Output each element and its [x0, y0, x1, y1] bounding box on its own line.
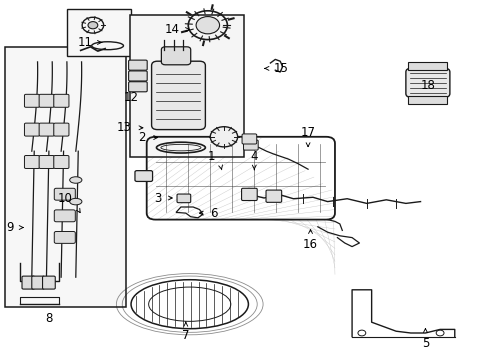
- Text: 17: 17: [300, 126, 315, 139]
- Text: 4: 4: [250, 150, 258, 163]
- FancyBboxPatch shape: [54, 188, 75, 200]
- Text: 11: 11: [78, 36, 93, 49]
- FancyBboxPatch shape: [405, 68, 449, 97]
- Bar: [5, 47, 126, 307]
- FancyBboxPatch shape: [243, 140, 258, 150]
- FancyBboxPatch shape: [265, 190, 281, 202]
- Circle shape: [196, 17, 219, 34]
- FancyBboxPatch shape: [54, 231, 75, 243]
- Ellipse shape: [69, 177, 81, 183]
- Text: 18: 18: [420, 79, 434, 92]
- FancyBboxPatch shape: [22, 276, 35, 289]
- Text: 12: 12: [123, 91, 138, 104]
- Text: 1: 1: [207, 150, 215, 163]
- Ellipse shape: [69, 198, 81, 205]
- Bar: [67, 9, 131, 56]
- Text: 13: 13: [117, 121, 132, 134]
- FancyBboxPatch shape: [241, 188, 257, 201]
- Text: 14: 14: [164, 23, 180, 36]
- FancyBboxPatch shape: [128, 60, 147, 70]
- FancyBboxPatch shape: [54, 156, 69, 168]
- Text: 5: 5: [421, 337, 428, 350]
- FancyBboxPatch shape: [54, 94, 69, 107]
- FancyBboxPatch shape: [24, 123, 40, 136]
- FancyBboxPatch shape: [24, 156, 40, 168]
- FancyBboxPatch shape: [242, 134, 256, 144]
- Circle shape: [88, 22, 98, 29]
- FancyBboxPatch shape: [177, 194, 190, 203]
- Text: 10: 10: [58, 192, 72, 205]
- Circle shape: [210, 127, 237, 147]
- FancyBboxPatch shape: [42, 276, 55, 289]
- FancyBboxPatch shape: [39, 156, 54, 168]
- FancyBboxPatch shape: [39, 123, 54, 136]
- Text: 2: 2: [138, 131, 145, 144]
- FancyBboxPatch shape: [54, 123, 69, 136]
- Text: 16: 16: [303, 238, 317, 251]
- Text: 7: 7: [182, 329, 189, 342]
- FancyBboxPatch shape: [151, 61, 205, 130]
- FancyBboxPatch shape: [128, 82, 147, 92]
- FancyBboxPatch shape: [128, 71, 147, 81]
- Bar: [407, 96, 447, 104]
- FancyBboxPatch shape: [135, 171, 152, 181]
- Text: 6: 6: [210, 207, 217, 220]
- Text: 3: 3: [154, 192, 161, 204]
- Text: 9: 9: [6, 221, 14, 234]
- FancyBboxPatch shape: [32, 276, 44, 289]
- Bar: [129, 15, 244, 157]
- FancyBboxPatch shape: [54, 210, 75, 222]
- FancyBboxPatch shape: [39, 94, 54, 107]
- Text: 15: 15: [273, 62, 288, 75]
- FancyBboxPatch shape: [24, 94, 40, 107]
- FancyBboxPatch shape: [161, 47, 190, 65]
- Bar: [407, 62, 447, 70]
- Text: 8: 8: [45, 312, 53, 325]
